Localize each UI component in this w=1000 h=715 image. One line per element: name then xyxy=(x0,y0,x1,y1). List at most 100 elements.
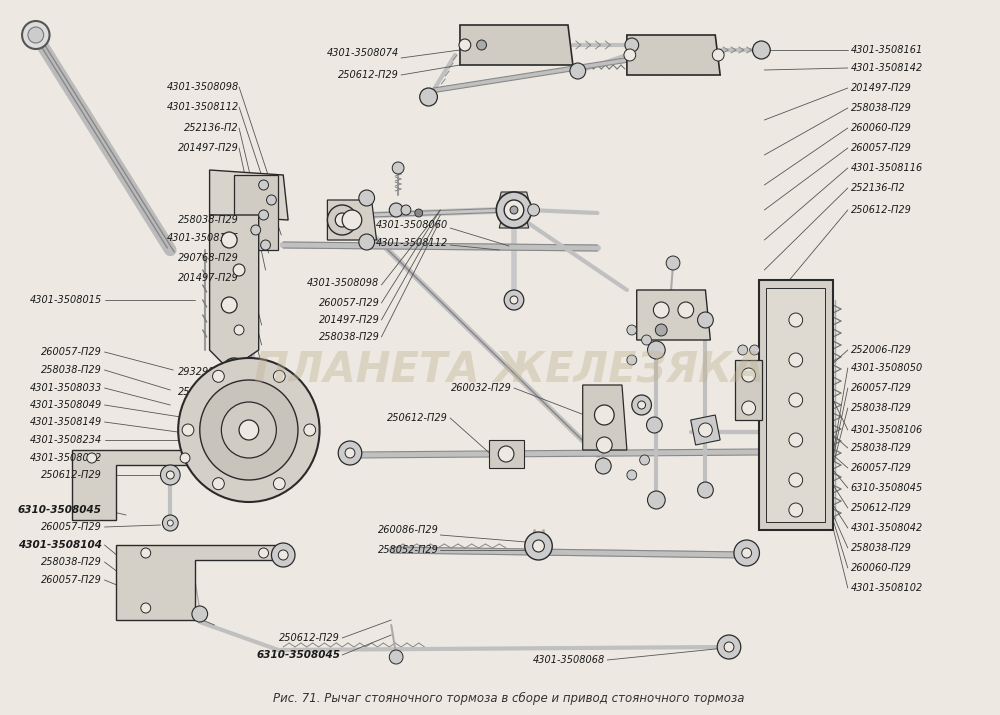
Circle shape xyxy=(167,520,173,526)
Text: 252136-П2: 252136-П2 xyxy=(184,123,239,133)
Polygon shape xyxy=(759,280,833,530)
Circle shape xyxy=(789,503,803,517)
Circle shape xyxy=(594,405,614,425)
Text: 4301-3508068: 4301-3508068 xyxy=(533,655,605,665)
Circle shape xyxy=(498,446,514,462)
Circle shape xyxy=(648,491,665,509)
Circle shape xyxy=(420,88,437,106)
Circle shape xyxy=(698,482,713,498)
Text: 4301-3508098: 4301-3508098 xyxy=(167,82,239,92)
Text: 201497-П29: 201497-П29 xyxy=(178,273,239,283)
Text: 6310-3508045: 6310-3508045 xyxy=(256,650,340,660)
Text: 258052-П29: 258052-П29 xyxy=(377,545,438,555)
Text: 260057-П29: 260057-П29 xyxy=(41,347,102,357)
Circle shape xyxy=(200,380,298,480)
Polygon shape xyxy=(583,385,627,450)
Text: 260057-П29: 260057-П29 xyxy=(851,383,912,393)
Circle shape xyxy=(359,190,375,206)
Circle shape xyxy=(596,437,612,453)
Circle shape xyxy=(750,345,759,355)
Circle shape xyxy=(504,200,524,220)
Circle shape xyxy=(699,423,712,437)
Text: 258038-П29: 258038-П29 xyxy=(178,215,239,225)
Circle shape xyxy=(712,49,724,61)
Circle shape xyxy=(627,470,637,480)
Circle shape xyxy=(251,225,261,235)
Circle shape xyxy=(742,368,756,382)
Text: 250612-П29: 250612-П29 xyxy=(41,470,102,480)
Text: ПЛАНЕТА ЖЕЛЕЗЯКА: ПЛАНЕТА ЖЕЛЕЗЯКА xyxy=(254,349,764,391)
Text: 4301-3508052: 4301-3508052 xyxy=(29,453,102,463)
Circle shape xyxy=(389,650,403,664)
Polygon shape xyxy=(691,415,720,445)
Polygon shape xyxy=(116,545,283,620)
Circle shape xyxy=(178,358,320,502)
Circle shape xyxy=(359,234,375,250)
Text: 6310-3508045: 6310-3508045 xyxy=(18,505,102,515)
Circle shape xyxy=(510,206,518,214)
Circle shape xyxy=(678,302,694,318)
Circle shape xyxy=(510,296,518,304)
Circle shape xyxy=(528,204,540,216)
Circle shape xyxy=(392,162,404,174)
Circle shape xyxy=(327,205,357,235)
Circle shape xyxy=(627,355,637,365)
Text: 260057-П29: 260057-П29 xyxy=(851,143,912,153)
Text: 4301-3508149: 4301-3508149 xyxy=(29,417,102,427)
Text: 260060-П29: 260060-П29 xyxy=(851,123,912,133)
Circle shape xyxy=(271,543,295,567)
Polygon shape xyxy=(234,175,278,250)
Text: 250612-П29: 250612-П29 xyxy=(279,633,340,643)
Circle shape xyxy=(753,41,770,59)
Text: 4301-3508115: 4301-3508115 xyxy=(167,233,239,243)
Circle shape xyxy=(742,548,752,558)
Circle shape xyxy=(647,417,662,433)
Circle shape xyxy=(160,465,180,485)
Circle shape xyxy=(653,302,669,318)
Circle shape xyxy=(632,395,651,415)
Circle shape xyxy=(742,401,756,415)
Circle shape xyxy=(267,195,276,205)
Polygon shape xyxy=(460,25,573,65)
Text: 4301-3508050: 4301-3508050 xyxy=(851,363,923,373)
Circle shape xyxy=(389,203,403,217)
Circle shape xyxy=(166,471,174,479)
Circle shape xyxy=(213,370,224,383)
Text: 4301-3508161: 4301-3508161 xyxy=(851,45,923,55)
Circle shape xyxy=(717,635,741,659)
Text: 201497-П29: 201497-П29 xyxy=(319,315,379,325)
Circle shape xyxy=(415,209,423,217)
Circle shape xyxy=(734,540,759,566)
Text: 258038-П29: 258038-П29 xyxy=(851,543,912,553)
Text: 250612-П29: 250612-П29 xyxy=(851,503,912,513)
Circle shape xyxy=(738,345,748,355)
Polygon shape xyxy=(637,290,710,340)
Text: 4301-3508033: 4301-3508033 xyxy=(29,383,102,393)
Text: 4301-3508102: 4301-3508102 xyxy=(851,583,923,593)
Text: 293298-П29: 293298-П29 xyxy=(178,367,239,377)
Circle shape xyxy=(162,515,178,531)
Text: 4301-3508074: 4301-3508074 xyxy=(327,48,399,58)
Circle shape xyxy=(789,473,803,487)
Circle shape xyxy=(345,448,355,458)
Circle shape xyxy=(87,453,97,463)
Polygon shape xyxy=(499,192,529,200)
Text: 4301-3508234: 4301-3508234 xyxy=(29,435,102,445)
Polygon shape xyxy=(499,220,529,228)
Polygon shape xyxy=(327,200,377,240)
Circle shape xyxy=(627,325,637,335)
Circle shape xyxy=(496,192,532,228)
Circle shape xyxy=(477,40,486,50)
Circle shape xyxy=(533,540,544,552)
Text: 258038-П29: 258038-П29 xyxy=(851,443,912,453)
Circle shape xyxy=(666,256,680,270)
Polygon shape xyxy=(72,450,214,520)
Text: 260057-П29: 260057-П29 xyxy=(41,522,102,532)
Circle shape xyxy=(273,478,285,490)
Text: 4301-3508015: 4301-3508015 xyxy=(29,295,102,305)
Text: 250612-П29: 250612-П29 xyxy=(387,413,448,423)
Text: 260060-П29: 260060-П29 xyxy=(851,563,912,573)
Text: 4301-3508098: 4301-3508098 xyxy=(307,278,379,288)
Circle shape xyxy=(342,210,362,230)
Text: 260057-П29: 260057-П29 xyxy=(41,575,102,585)
